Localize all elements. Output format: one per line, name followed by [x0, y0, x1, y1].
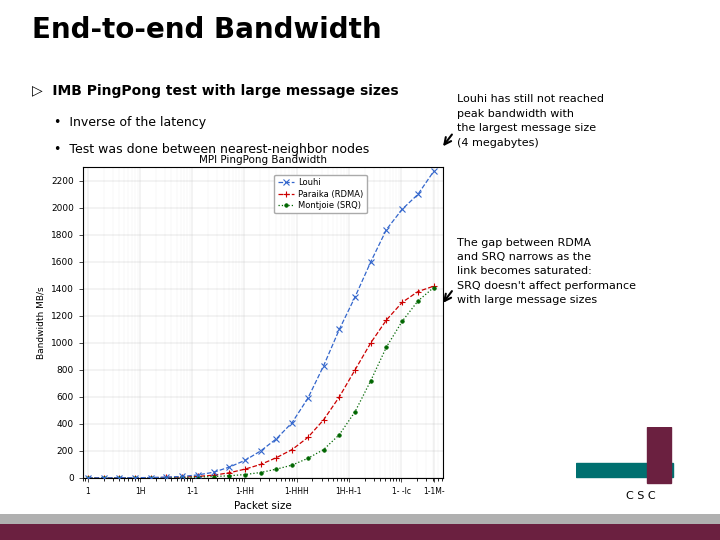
Louhi: [288, 419, 297, 426]
Montjoie (SRQ): [178, 474, 186, 481]
Montjoie (SRQ): [256, 469, 265, 476]
Montjoie (SRQ): [429, 284, 438, 291]
Louhi: [256, 448, 265, 454]
Montjoie (SRQ): [366, 377, 375, 384]
Louhi: [225, 464, 233, 470]
Paraika (RDMA): [115, 475, 124, 481]
Louhi: [429, 168, 438, 175]
Paraika (RDMA): [146, 474, 155, 481]
Paraika (RDMA): [84, 475, 92, 481]
Paraika (RDMA): [288, 446, 297, 453]
Paraika (RDMA): [382, 316, 391, 323]
Montjoie (SRQ): [194, 474, 202, 481]
Paraika (RDMA): [240, 466, 249, 472]
Text: •  Inverse of the latency: • Inverse of the latency: [54, 116, 206, 129]
Montjoie (SRQ): [288, 462, 297, 468]
Title: MPI PingPong Bandwidth: MPI PingPong Bandwidth: [199, 155, 327, 165]
Montjoie (SRQ): [398, 318, 407, 325]
Paraika (RDMA): [319, 417, 328, 423]
Paraika (RDMA): [366, 340, 375, 346]
Montjoie (SRQ): [225, 472, 233, 479]
X-axis label: Packet size: Packet size: [234, 502, 292, 511]
Text: C S C: C S C: [626, 491, 656, 502]
Montjoie (SRQ): [131, 475, 140, 481]
Paraika (RDMA): [131, 475, 140, 481]
Montjoie (SRQ): [210, 473, 218, 480]
Paraika (RDMA): [162, 474, 171, 481]
Louhi: [272, 435, 281, 442]
Montjoie (SRQ): [319, 446, 328, 453]
Montjoie (SRQ): [335, 431, 343, 438]
Montjoie (SRQ): [304, 455, 312, 462]
Montjoie (SRQ): [84, 475, 92, 481]
Paraika (RDMA): [429, 283, 438, 289]
Louhi: [382, 226, 391, 233]
Paraika (RDMA): [272, 455, 281, 461]
Louhi: [366, 259, 375, 265]
Paraika (RDMA): [178, 474, 186, 481]
Paraika (RDMA): [225, 469, 233, 476]
Louhi: [210, 469, 218, 476]
Paraika (RDMA): [335, 394, 343, 400]
Paraika (RDMA): [210, 472, 218, 478]
Paraika (RDMA): [351, 367, 359, 373]
Louhi: [398, 206, 407, 212]
Paraika (RDMA): [413, 288, 422, 295]
Text: ▷  IMB PingPong test with large message sizes: ▷ IMB PingPong test with large message s…: [32, 84, 399, 98]
Louhi: [84, 475, 92, 481]
Louhi: [351, 294, 359, 300]
Text: •  Test was done between nearest-neighbor nodes: • Test was done between nearest-neighbor…: [54, 143, 369, 156]
Montjoie (SRQ): [146, 475, 155, 481]
Louhi: [162, 474, 171, 481]
Louhi: [194, 472, 202, 478]
Text: Louhi has still not reached
peak bandwidth with
the largest message size
(4 mega: Louhi has still not reached peak bandwid…: [457, 94, 604, 148]
Line: Louhi: Louhi: [85, 168, 436, 481]
Montjoie (SRQ): [99, 475, 108, 481]
Bar: [647, 427, 670, 483]
Louhi: [131, 475, 140, 481]
Louhi: [240, 457, 249, 463]
Montjoie (SRQ): [162, 474, 171, 481]
Line: Paraika (RDMA): Paraika (RDMA): [85, 284, 436, 481]
Paraika (RDMA): [256, 461, 265, 468]
Montjoie (SRQ): [413, 298, 422, 305]
Louhi: [178, 473, 186, 480]
Montjoie (SRQ): [272, 466, 281, 472]
Bar: [576, 463, 673, 477]
Louhi: [99, 475, 108, 481]
Montjoie (SRQ): [240, 471, 249, 478]
Louhi: [146, 474, 155, 481]
Montjoie (SRQ): [115, 475, 124, 481]
Louhi: [319, 363, 328, 369]
Line: Montjoie (SRQ): Montjoie (SRQ): [86, 286, 436, 480]
Louhi: [413, 191, 422, 198]
Montjoie (SRQ): [351, 408, 359, 415]
Louhi: [304, 395, 312, 402]
Paraika (RDMA): [398, 299, 407, 306]
Louhi: [335, 326, 343, 333]
Legend: Louhi, Paraika (RDMA), Montjoie (SRQ): Louhi, Paraika (RDMA), Montjoie (SRQ): [274, 174, 367, 213]
Paraika (RDMA): [99, 475, 108, 481]
Montjoie (SRQ): [382, 344, 391, 350]
Y-axis label: Bandwidth MB/s: Bandwidth MB/s: [36, 286, 45, 359]
Louhi: [115, 475, 124, 481]
Text: The gap between RDMA
and SRQ narrows as the
link becomes saturated:
SRQ doesn't : The gap between RDMA and SRQ narrows as …: [457, 238, 636, 305]
Paraika (RDMA): [194, 473, 202, 480]
Text: End-to-end Bandwidth: End-to-end Bandwidth: [32, 16, 382, 44]
Paraika (RDMA): [304, 434, 312, 441]
